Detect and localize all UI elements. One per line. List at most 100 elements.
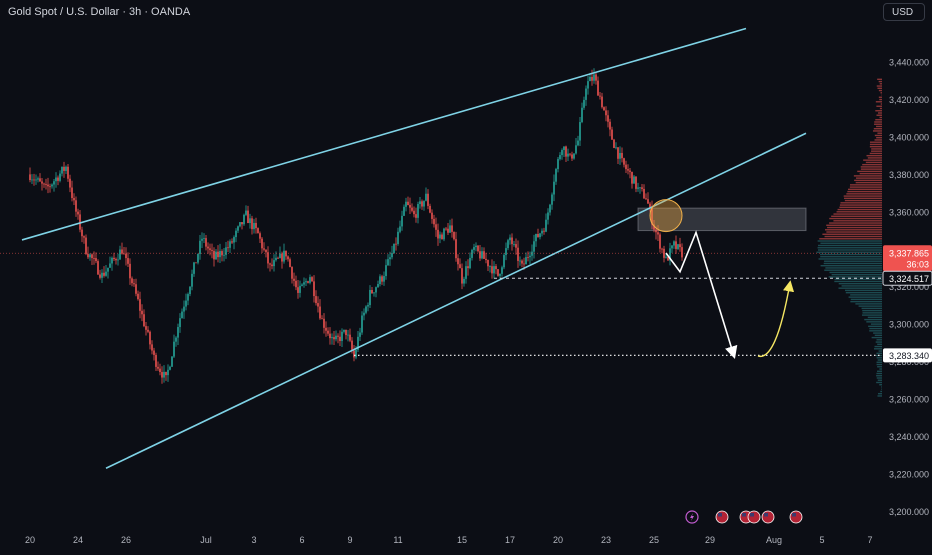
- candle-body: [557, 159, 559, 169]
- chart-title: Gold Spot / U.S. Dollar · 3h · OANDA: [8, 6, 190, 18]
- volume-profile-bar: [878, 112, 882, 113]
- level-label-2: 3,283.340: [889, 351, 929, 361]
- candle-body: [283, 251, 285, 262]
- candle-body: [127, 258, 129, 264]
- volume-profile-bar: [862, 312, 882, 313]
- candle-body: [335, 336, 337, 340]
- trendline-lower-channel[interactable]: [106, 133, 806, 468]
- volume-profile-bar: [874, 348, 882, 349]
- candle-body: [399, 226, 401, 231]
- candle-body: [591, 77, 593, 81]
- candle-body: [107, 268, 109, 272]
- volume-profile-bar: [871, 323, 882, 324]
- candle-body: [67, 167, 69, 179]
- volume-profile-bar: [878, 359, 882, 360]
- us-flag-event-icon[interactable]: [790, 511, 802, 523]
- candle-body: [601, 97, 603, 108]
- volume-profile-bar: [848, 189, 882, 190]
- candle-body: [589, 77, 591, 81]
- price-tick-label: 3,440.000: [889, 58, 929, 68]
- candle-body: [73, 198, 75, 200]
- candle-body: [143, 314, 145, 326]
- volume-profile-bar: [839, 207, 882, 208]
- us-flag-event-icon[interactable]: [762, 511, 774, 523]
- volume-profile-bar: [879, 97, 882, 98]
- volume-profile-bar: [822, 234, 882, 235]
- candle-body: [215, 252, 217, 260]
- candle-body: [51, 185, 53, 187]
- volume-profile-bar: [831, 216, 882, 217]
- candle-body: [121, 250, 123, 254]
- volume-profile-bar: [868, 326, 882, 327]
- volume-profile-bar: [840, 202, 882, 203]
- volume-profile-bar: [818, 240, 882, 241]
- volume-profile-bar: [854, 175, 882, 176]
- us-flag-event-icon[interactable]: [748, 511, 760, 523]
- candle-body: [55, 178, 57, 182]
- candle-body: [263, 248, 265, 249]
- volume-profile-bar: [876, 137, 882, 138]
- candle-body: [489, 266, 491, 267]
- candle-body: [565, 146, 567, 156]
- trendline-upper-channel[interactable]: [22, 28, 746, 239]
- candle-body: [407, 202, 409, 205]
- time-tick-label: 9: [347, 535, 352, 545]
- candle-body: [423, 201, 425, 207]
- time-tick-label: 20: [25, 535, 35, 545]
- candle-body: [179, 318, 181, 327]
- candle-body: [627, 169, 629, 170]
- candle-body: [551, 195, 553, 205]
- volume-profile-bar: [819, 238, 882, 239]
- candle-body: [503, 255, 505, 267]
- highlight-circle[interactable]: [650, 200, 682, 232]
- volume-profile-bar: [873, 332, 882, 333]
- candle-body: [331, 337, 333, 338]
- projection-up-path[interactable]: [758, 283, 790, 356]
- candle-body: [325, 328, 327, 331]
- candle-body: [53, 181, 55, 184]
- candle-body: [195, 262, 197, 263]
- candle-body: [385, 265, 387, 276]
- currency-button[interactable]: USD: [883, 3, 925, 21]
- us-flag-event-icon[interactable]: [716, 511, 728, 523]
- volume-profile-bar: [862, 308, 882, 309]
- candle-body: [471, 250, 473, 258]
- level-label-1: 3,324.517: [889, 274, 929, 284]
- candle-body: [69, 179, 71, 188]
- candle-body: [433, 219, 435, 224]
- candle-body: [227, 247, 229, 248]
- candle-body: [327, 331, 329, 334]
- candle-body: [501, 267, 503, 274]
- price-tick-label: 3,380.000: [889, 170, 929, 180]
- volume-profile-bar: [878, 393, 882, 394]
- candle-body: [561, 150, 563, 155]
- candle-body: [509, 238, 511, 241]
- time-tick-label: Jul: [200, 535, 212, 545]
- candle-body: [197, 254, 199, 263]
- volume-profile-bar: [876, 115, 882, 116]
- volume-profile-bar: [877, 371, 882, 372]
- candle-body: [343, 330, 345, 332]
- candle-body: [431, 213, 433, 219]
- candle-body: [91, 254, 93, 258]
- candle-body: [461, 268, 463, 283]
- candle-body: [319, 307, 321, 319]
- candle-body: [597, 81, 599, 96]
- volume-profile-bar: [842, 285, 882, 286]
- candle-body: [277, 258, 279, 259]
- volume-profile-bar: [868, 157, 882, 158]
- candle-body: [465, 266, 467, 279]
- volume-profile-bar: [862, 310, 882, 311]
- candle-body: [279, 254, 281, 258]
- candle-body: [665, 257, 667, 258]
- candle-body: [679, 244, 681, 247]
- candle-body: [345, 330, 347, 335]
- volume-profile-bar: [854, 180, 882, 181]
- volume-profile-bar: [818, 247, 882, 248]
- volume-profile-bar: [867, 155, 882, 156]
- candle-body: [247, 211, 249, 223]
- volume-profile-bar: [871, 150, 882, 151]
- candle-body: [645, 198, 647, 199]
